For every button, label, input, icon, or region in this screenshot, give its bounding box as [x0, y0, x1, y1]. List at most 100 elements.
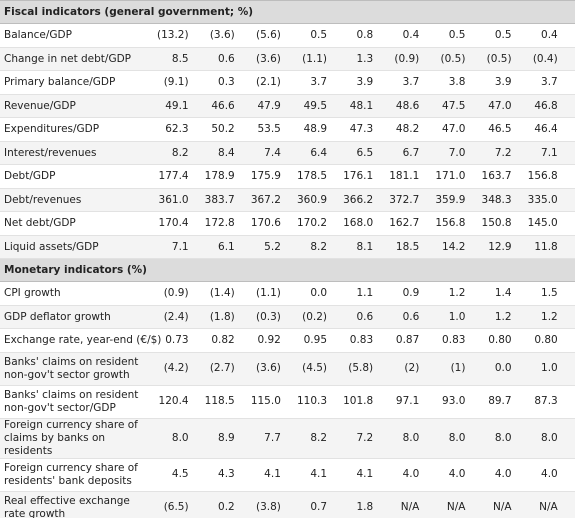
cell-value: (1.1): [240, 281, 287, 306]
cell-value: 8.0: [517, 418, 564, 459]
cell-value: 0.5: [471, 23, 518, 48]
cell-value: 367.2: [240, 188, 287, 212]
cell-value: (1): [425, 352, 472, 386]
cell-value: 0.6: [194, 47, 241, 71]
row-label: Foreign currency share of claims by bank…: [0, 418, 149, 459]
cell-value: 7.1: [148, 235, 195, 259]
table-row: Foreign currency share of claims by bank…: [0, 418, 575, 459]
cell-value: 361.0: [148, 188, 195, 212]
cell-value: 47.3: [333, 117, 380, 142]
cell-value: 4.0: [425, 458, 472, 492]
cell-value: 18.5: [379, 235, 426, 259]
cell-value: 8.2: [148, 141, 195, 165]
cell-value: 0.5: [425, 23, 472, 48]
cell-value: 168.0: [333, 211, 380, 236]
cell-value: (6.5): [148, 491, 195, 518]
cell-value: 0.4: [517, 23, 564, 48]
cell-value: 8.5: [148, 47, 195, 71]
cell-value: 46.5: [471, 117, 518, 142]
cell-value: 115.0: [240, 385, 287, 419]
cell-value: 0.73: [148, 328, 195, 353]
table-row: Foreign currency share of residents' ban…: [0, 458, 575, 492]
cell-value: 177.4: [148, 164, 195, 189]
table-row: Net debt/GDP 170.4 172.8 170.6 170.2 168.0 162…: [0, 211, 575, 236]
cell-value: (3.8): [240, 491, 287, 518]
cell-value: 4.1: [240, 458, 287, 492]
table-row: CPI growth (0.9) (1.4) (1.1) 0.0 1.1 0.9 1.2 1.4…: [0, 281, 575, 306]
cell-value: (0.4): [517, 47, 564, 71]
cell-value: N/A: [471, 491, 518, 518]
cell-value: 0.80: [517, 328, 564, 353]
cell-value: 8.0: [471, 418, 518, 459]
cell-value: 46.4: [517, 117, 564, 142]
cell-value: 1.5: [517, 281, 564, 306]
cell-value: 46.6: [194, 94, 241, 118]
cell-value: 3: [563, 70, 575, 95]
table-row: Expenditures/GDP 62.3 50.2 53.5 48.9 47.3 48.2…: [0, 117, 575, 142]
cell-value: 7.4: [240, 141, 287, 165]
cell-value: 101.8: [333, 385, 380, 419]
cell-value: 1.2: [471, 305, 518, 329]
cell-value: 8.9: [194, 418, 241, 459]
cell-value: 0.95: [286, 328, 334, 353]
cell-value: 3.7: [286, 70, 334, 95]
cell-value: 85: [563, 385, 575, 419]
table-row: Debt/revenues 361.0 383.7 367.2 360.9 366.2 37…: [0, 188, 575, 212]
row-label: Change in net debt/GDP: [0, 47, 149, 71]
cell-value: (0.: [563, 47, 575, 71]
cell-value: 0.6: [379, 305, 426, 329]
cell-value: 53.5: [240, 117, 287, 142]
cell-value: 0.0: [286, 281, 334, 306]
row-label: Real effective exchange rate growth: [0, 491, 149, 518]
cell-value: (5.8): [333, 352, 380, 386]
cell-value: 366.2: [333, 188, 380, 212]
cell-value: 87.3: [517, 385, 564, 419]
cell-value: 6.4: [286, 141, 334, 165]
cell-value: (13.2): [148, 23, 195, 48]
cell-value: 0.3: [194, 70, 241, 95]
cell-value: (0.2): [286, 305, 334, 329]
cell-value: 175.9: [240, 164, 287, 189]
table-row: Banks' claims on resident non-gov't sect…: [0, 352, 575, 386]
cell-value: (1.1): [286, 47, 334, 71]
cell-value: 118.5: [194, 385, 241, 419]
cell-value: 97.1: [379, 385, 426, 419]
cell-value: 46: [563, 94, 575, 118]
table-row: Real effective exchange rate growth (6.5)…: [0, 491, 575, 518]
cell-value: 8.0: [148, 418, 195, 459]
table-row: Exchange rate, year-end (€/$) 0.73 0.82 0.9…: [0, 328, 575, 353]
cell-value: 1: [563, 305, 575, 329]
cell-value: 0.82: [194, 328, 241, 353]
cell-value: 145.0: [517, 211, 564, 236]
cell-value: (0.5): [425, 47, 472, 71]
cell-value: 47.0: [471, 94, 518, 118]
cell-value: 1.2: [517, 305, 564, 329]
cell-value: 170.2: [286, 211, 334, 236]
cell-value: 178.5: [286, 164, 334, 189]
cell-value: 0.0: [471, 352, 518, 386]
row-label: CPI growth: [0, 281, 149, 306]
cell-value: 0.9: [379, 281, 426, 306]
cell-value: 0.87: [379, 328, 426, 353]
cell-value: 7.1: [517, 141, 564, 165]
section-header: Fiscal indicators (general government; %…: [0, 0, 575, 24]
cell-value: (2.4): [148, 305, 195, 329]
cell-value: 47.0: [425, 117, 472, 142]
row-label: GDP deflator growth: [0, 305, 149, 329]
cell-value: 176.1: [333, 164, 380, 189]
cell-value: 0.7: [286, 491, 334, 518]
cell-value: 162.7: [379, 211, 426, 236]
cell-value: 120.4: [148, 385, 195, 419]
cell-value: 348.3: [471, 188, 518, 212]
cell-value: (1.8): [194, 305, 241, 329]
cell-value: 6.1: [194, 235, 241, 259]
row-label: Primary balance/GDP: [0, 70, 149, 95]
cell-value: 1.0: [517, 352, 564, 386]
cell-value: 8.0: [425, 418, 472, 459]
cell-value: 46.8: [517, 94, 564, 118]
cell-value: 3.7: [517, 70, 564, 95]
cell-value: 360.9: [286, 188, 334, 212]
cell-value: (0.5): [471, 47, 518, 71]
